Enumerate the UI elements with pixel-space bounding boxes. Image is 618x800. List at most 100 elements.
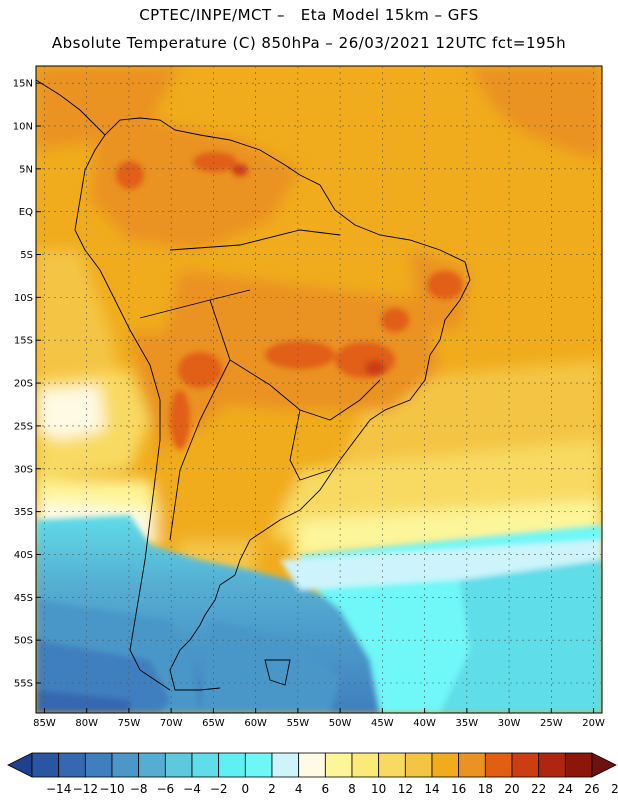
colorbar-label: 10 bbox=[371, 782, 386, 796]
colorbar-swatch bbox=[458, 752, 486, 778]
lon-tick-label: 25W bbox=[540, 718, 563, 729]
land-nw-warm bbox=[90, 110, 300, 250]
graticule bbox=[36, 66, 602, 713]
land-arg-18 bbox=[160, 430, 300, 560]
lon-tick-label: 30W bbox=[498, 718, 521, 729]
lat-tick-label: 35S bbox=[14, 507, 33, 518]
border-5 bbox=[289, 409, 331, 481]
lat-tick-label: 5N bbox=[19, 164, 33, 175]
colorbar-label: 4 bbox=[295, 782, 303, 796]
lat-tick-label: 30S bbox=[14, 464, 33, 475]
lon-tick-label: 70W bbox=[160, 718, 183, 729]
lat-tick-label: 25S bbox=[14, 421, 33, 432]
colorbar-label: −8 bbox=[130, 782, 148, 796]
hot-ne bbox=[427, 271, 463, 299]
lon-tick-label: 65W bbox=[202, 718, 225, 729]
lat-tick-label: 5S bbox=[20, 250, 33, 261]
lat-tick-label: 10N bbox=[13, 121, 33, 132]
title-line-2: Absolute Temperature (C) 850hPa – 26/03/… bbox=[51, 34, 567, 52]
warm-ne-atlantic bbox=[470, 66, 602, 160]
pacific-coldest bbox=[36, 690, 130, 713]
colorbar-label: −14 bbox=[46, 782, 71, 796]
lat-tick-label: 55S bbox=[14, 679, 33, 690]
border-4 bbox=[169, 359, 231, 541]
warm-nw bbox=[36, 66, 180, 150]
lon-tick-label: 40W bbox=[413, 718, 436, 729]
colorbar-labels: −14 −12 −10 −8 −6 −4 −2 0 2 4 6 8 10 12 14 16 18 20 22 24 26… bbox=[46, 782, 618, 796]
lat-tick-label: 40S bbox=[14, 550, 33, 561]
hot-colombia bbox=[116, 161, 144, 189]
colorbar-swatch bbox=[244, 752, 273, 778]
colorbar-swatch bbox=[111, 752, 140, 778]
lon-tick-label: 80W bbox=[75, 718, 98, 729]
hot-mato-grosso bbox=[265, 341, 335, 369]
colorbar-label: 24 bbox=[558, 782, 573, 796]
pacific-coast bbox=[74, 134, 171, 691]
colorbar-label: 28 bbox=[611, 782, 618, 796]
lat-tick-label: 20S bbox=[14, 379, 33, 390]
colorbar-swatch bbox=[298, 752, 326, 778]
lon-tick-label: 50W bbox=[329, 718, 352, 729]
colorbar-swatch bbox=[324, 752, 353, 778]
title-line-1: CPTEC/INPE/MCT – Eta Model 15km – GFS bbox=[139, 6, 479, 24]
latitude-labels: 15N 10N 5N EQ 5S 10S 15S 20S 25S 30S 35S 40S 45S 50S 5… bbox=[13, 79, 33, 690]
colorbar bbox=[7, 752, 617, 778]
colorbar-swatch bbox=[58, 752, 86, 778]
colorbar-swatch bbox=[218, 752, 246, 778]
colorbar-swatch bbox=[564, 752, 593, 778]
hot-minas bbox=[335, 342, 395, 378]
atlantic-coast bbox=[36, 79, 471, 691]
colorbar-label: 14 bbox=[424, 782, 439, 796]
colorbar-swatch bbox=[84, 752, 113, 778]
lon-tick-label: 55W bbox=[287, 718, 310, 729]
colorbar-swatch bbox=[378, 752, 406, 778]
hot-bolivia bbox=[178, 352, 222, 388]
colorbar-swatch bbox=[351, 752, 380, 778]
hot-minas-core bbox=[365, 360, 385, 376]
lat-tick-label: EQ bbox=[19, 207, 33, 218]
colorbar-swatch bbox=[138, 752, 166, 778]
colorbar-label: −10 bbox=[99, 782, 124, 796]
colorbar-swatch bbox=[538, 752, 566, 778]
border-2 bbox=[169, 229, 341, 251]
atlantic-6 bbox=[280, 540, 602, 590]
colorbar-label: −4 bbox=[183, 782, 201, 796]
hot-spot bbox=[232, 164, 248, 176]
colorbar-swatch bbox=[271, 752, 300, 778]
colorbar-swatch bbox=[431, 752, 460, 778]
colorbar-arrow-left bbox=[7, 752, 33, 778]
lon-tick-label: 35W bbox=[456, 718, 479, 729]
lat-tick-label: 50S bbox=[14, 636, 33, 647]
colorbar-swatch bbox=[511, 752, 540, 778]
pacific-8 bbox=[36, 385, 105, 440]
hot-andes bbox=[170, 390, 190, 450]
colorbar-label: 22 bbox=[531, 782, 546, 796]
colorbar-swatch bbox=[164, 752, 193, 778]
colorbar-label: −12 bbox=[73, 782, 98, 796]
coastline bbox=[36, 79, 471, 691]
temperature-field bbox=[36, 66, 602, 713]
lat-tick-label: 15N bbox=[13, 79, 33, 90]
colorbar-swatch bbox=[191, 752, 220, 778]
colorbar-label: 20 bbox=[504, 782, 519, 796]
lon-tick-label: 75W bbox=[118, 718, 141, 729]
colorbar-label: 16 bbox=[451, 782, 466, 796]
lat-tick-label: 45S bbox=[14, 593, 33, 604]
colorbar-label: 12 bbox=[398, 782, 413, 796]
lon-tick-label: 45W bbox=[371, 718, 394, 729]
lon-tick-label: 20W bbox=[582, 718, 605, 729]
colorbar-swatch bbox=[404, 752, 433, 778]
longitude-labels: 85W 80W 75W 70W 65W 60W 55W 50W 45W 40W 35W 30W 25W 2… bbox=[33, 718, 605, 729]
hot-bahia bbox=[381, 308, 409, 332]
malvinas bbox=[264, 659, 291, 686]
colorbar-swatch bbox=[31, 752, 60, 778]
colorbar-label: 26 bbox=[584, 782, 599, 796]
lat-tick-label: 15S bbox=[14, 336, 33, 347]
colorbar-label: 0 bbox=[242, 782, 250, 796]
map-frame bbox=[35, 65, 603, 714]
atlantic-2 bbox=[440, 560, 602, 713]
colorbar-label: −6 bbox=[156, 782, 174, 796]
colorbar-swatch bbox=[484, 752, 513, 778]
colorbar-label: −2 bbox=[210, 782, 228, 796]
